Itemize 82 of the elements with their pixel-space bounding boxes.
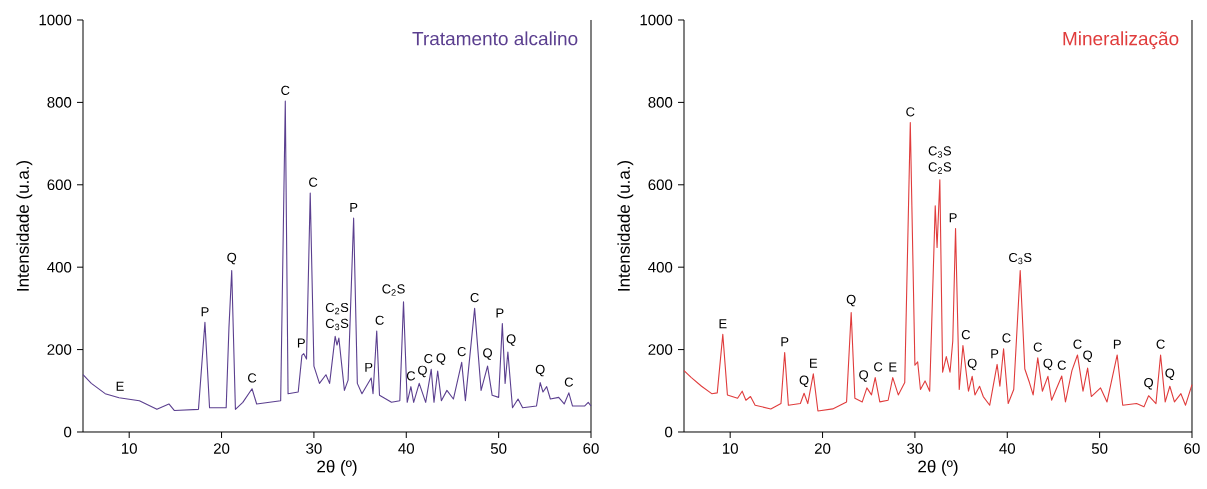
annotation: E [889,362,897,372]
annotation: C [309,177,318,187]
annotation: E [719,319,727,329]
x-tick-label: 20 [814,443,831,454]
annotation: P [365,362,373,372]
x-axis-title: 2θ (º) [317,460,357,476]
annotation: Q [846,294,856,307]
annotation: Q [436,353,446,365]
annotation: C [248,373,257,383]
y-axis-title: Intensidade (u.a.) [16,160,33,291]
annotation: P [297,338,305,348]
annotation: Q [859,370,869,382]
annotation: Q [1165,368,1175,381]
annotation: Q [1083,350,1093,362]
line-series [683,122,1193,412]
y-tick-label: 600 [648,179,673,191]
annotation: P [949,213,957,223]
x-tick-label: 60 [583,443,599,454]
x-axis-title: 2θ (º) [918,460,958,476]
x-tick-label: 50 [490,443,507,454]
annotation: C [1033,342,1042,352]
annotation: P [781,337,789,347]
annotation: C [1057,360,1066,370]
annotation: Q [1043,358,1053,371]
annotation: Q [506,334,516,346]
x-tick-label: 10 [722,443,738,454]
annotation: C$_{3}$S [1009,252,1032,265]
annotation: C$_{2}$S [928,162,952,174]
annotation: C [564,377,574,387]
line-series [82,100,592,412]
y-tick-label: 0 [665,426,673,438]
x-tick-label: 30 [306,443,322,454]
annotation: Q [227,252,237,265]
annotation: E [116,381,124,391]
y-tick-label: 600 [47,179,72,191]
annotation: E [810,358,818,368]
annotation: Q [967,358,977,371]
annotation: C$_{3}$S [928,146,952,158]
x-tick-label: 20 [213,443,230,454]
annotation: C [1002,333,1011,343]
x-tick-label: 10 [122,443,137,454]
annotation: C [375,315,384,325]
annotation: C$_{3}$S [325,318,349,331]
annotation: C [281,85,290,95]
y-tick-label: 0 [64,426,72,438]
annotation: Q [535,364,545,377]
annotation: C [424,353,433,364]
y-axis-title: Intensidade (u.a.) [617,160,634,291]
annotation: C [1156,339,1165,349]
x-tick-label: 40 [398,443,415,454]
annotation: P [1113,339,1121,349]
y-tick-label: 400 [47,261,72,273]
y-tick-label: 200 [648,344,673,355]
annotation: C [1073,339,1082,349]
annotation: C [906,107,915,117]
x-tick-label: 50 [1091,443,1108,454]
y-tick-label: 1000 [39,14,72,26]
annotation: C [961,330,971,340]
annotation: C [406,371,416,381]
annotation: P [991,349,999,359]
y-tick-label: 800 [648,97,673,108]
text: Tratamento alcalino [412,31,578,46]
y-tick-label: 400 [648,261,673,273]
annotation: C [874,362,883,372]
y-tick-label: 1000 [640,14,673,26]
annotation: C$_{2}$S [382,284,405,296]
annotation: Q [799,375,809,388]
annotation: Q [418,365,427,378]
annotation: C [470,292,479,303]
annotation: C [457,346,466,357]
x-tick-label: 60 [1184,443,1200,454]
y-tick-label: 200 [47,344,72,355]
text: Mineralização [1063,31,1179,50]
x-tick-label: 30 [907,443,923,454]
annotation: P [496,308,504,318]
annotation: Q [1144,377,1154,390]
x-tick-label: 40 [999,443,1016,454]
annotation: Q [483,348,492,360]
annotation: C$_{2}$S [325,302,349,315]
annotation: P [350,203,358,212]
y-tick-label: 800 [47,97,72,108]
annotation: P [201,307,209,317]
